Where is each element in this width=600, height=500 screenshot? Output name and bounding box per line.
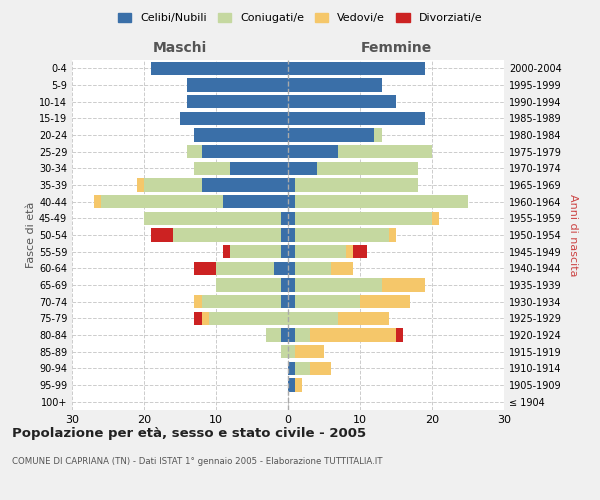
Bar: [180, 112, 288, 125]
Bar: [389, 228, 396, 241]
Bar: [374, 128, 382, 141]
Bar: [94, 195, 101, 208]
Bar: [295, 178, 418, 192]
Bar: [281, 228, 288, 241]
Bar: [209, 312, 288, 325]
Bar: [194, 128, 288, 141]
Bar: [288, 345, 295, 358]
Bar: [353, 245, 367, 258]
Bar: [288, 378, 295, 392]
Bar: [295, 278, 382, 291]
Bar: [288, 295, 295, 308]
Bar: [187, 95, 288, 108]
Bar: [281, 345, 288, 358]
Bar: [288, 178, 295, 192]
Bar: [202, 178, 288, 192]
Bar: [338, 145, 432, 158]
Bar: [101, 195, 223, 208]
Bar: [295, 228, 389, 241]
Bar: [288, 312, 338, 325]
Bar: [295, 295, 360, 308]
Bar: [281, 212, 288, 225]
Bar: [223, 245, 230, 258]
Bar: [266, 328, 281, 342]
Bar: [187, 78, 288, 92]
Bar: [295, 328, 310, 342]
Bar: [281, 328, 288, 342]
Bar: [151, 62, 288, 75]
Bar: [396, 328, 403, 342]
Bar: [151, 228, 173, 241]
Bar: [288, 112, 425, 125]
Text: Maschi: Maschi: [153, 41, 207, 55]
Bar: [338, 312, 389, 325]
Bar: [295, 195, 468, 208]
Bar: [288, 228, 295, 241]
Bar: [281, 278, 288, 291]
Bar: [331, 262, 353, 275]
Bar: [202, 312, 209, 325]
Legend: Celibi/Nubili, Coniugati/e, Vedovi/e, Divorziati/e: Celibi/Nubili, Coniugati/e, Vedovi/e, Di…: [113, 8, 487, 28]
Y-axis label: Fasce di età: Fasce di età: [26, 202, 36, 268]
Bar: [144, 212, 281, 225]
Bar: [288, 195, 295, 208]
Bar: [216, 262, 274, 275]
Bar: [288, 128, 374, 141]
Bar: [137, 178, 144, 192]
Bar: [360, 295, 410, 308]
Bar: [281, 245, 288, 258]
Bar: [295, 262, 331, 275]
Text: Femmine: Femmine: [361, 41, 431, 55]
Bar: [288, 362, 295, 375]
Bar: [230, 162, 288, 175]
Bar: [194, 295, 202, 308]
Bar: [432, 212, 439, 225]
Bar: [346, 245, 353, 258]
Bar: [317, 162, 418, 175]
Bar: [288, 262, 295, 275]
Bar: [382, 278, 425, 291]
Bar: [288, 328, 295, 342]
Bar: [310, 328, 396, 342]
Bar: [223, 195, 288, 208]
Bar: [194, 262, 216, 275]
Bar: [288, 95, 396, 108]
Bar: [288, 145, 338, 158]
Bar: [295, 245, 346, 258]
Bar: [295, 345, 324, 358]
Bar: [230, 245, 281, 258]
Bar: [295, 212, 432, 225]
Bar: [295, 378, 302, 392]
Bar: [194, 162, 230, 175]
Bar: [310, 362, 331, 375]
Bar: [194, 312, 202, 325]
Bar: [173, 228, 281, 241]
Bar: [216, 278, 281, 291]
Bar: [295, 362, 310, 375]
Text: Popolazione per età, sesso e stato civile - 2005: Popolazione per età, sesso e stato civil…: [12, 428, 366, 440]
Bar: [281, 295, 288, 308]
Bar: [288, 78, 382, 92]
Bar: [202, 145, 288, 158]
Y-axis label: Anni di nascita: Anni di nascita: [568, 194, 578, 276]
Bar: [187, 145, 202, 158]
Text: COMUNE DI CAPRIANA (TN) - Dati ISTAT 1° gennaio 2005 - Elaborazione TUTTITALIA.I: COMUNE DI CAPRIANA (TN) - Dati ISTAT 1° …: [12, 458, 383, 466]
Bar: [288, 62, 425, 75]
Bar: [288, 245, 295, 258]
Bar: [288, 212, 295, 225]
Bar: [288, 162, 317, 175]
Bar: [202, 295, 281, 308]
Bar: [144, 178, 202, 192]
Bar: [288, 278, 295, 291]
Bar: [274, 262, 288, 275]
